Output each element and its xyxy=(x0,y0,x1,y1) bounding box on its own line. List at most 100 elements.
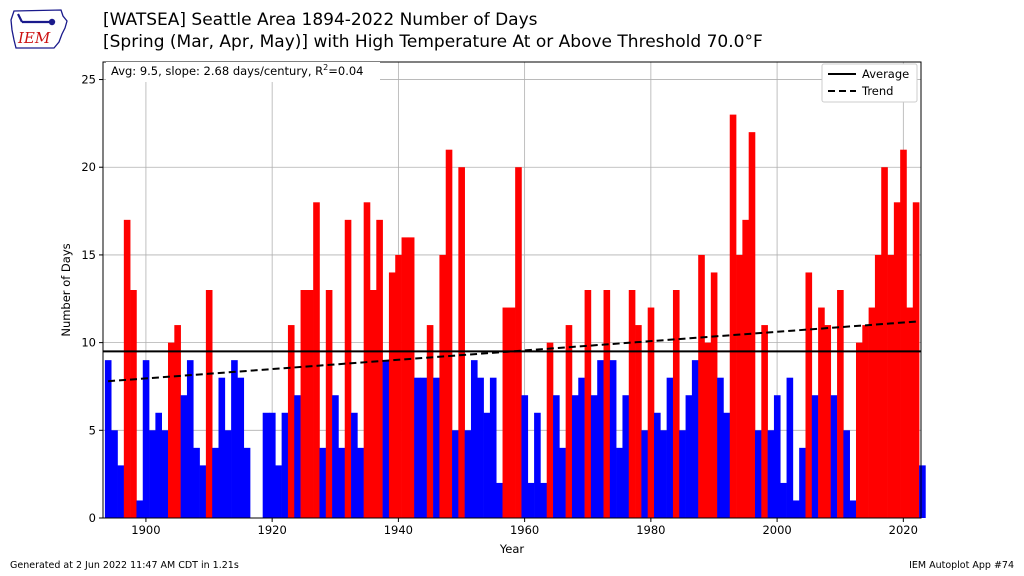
y-tick-label-10: 10 xyxy=(81,336,96,350)
bar-2009 xyxy=(831,395,838,518)
bar-1986 xyxy=(686,395,693,518)
bar-1904 xyxy=(168,343,175,518)
bars xyxy=(105,115,926,518)
bar-1981 xyxy=(654,413,661,518)
bar-1992 xyxy=(723,413,730,518)
bar-1963 xyxy=(540,483,547,518)
bar-1997 xyxy=(755,430,762,518)
bar-2015 xyxy=(869,308,876,518)
bar-1911 xyxy=(212,448,219,518)
bar-2012 xyxy=(850,500,857,518)
bar-1971 xyxy=(591,395,598,518)
bar-1921 xyxy=(275,465,282,518)
bar-1966 xyxy=(559,448,566,518)
bar-2000 xyxy=(774,395,781,518)
bar-2023 xyxy=(919,465,926,518)
bar-1984 xyxy=(673,290,680,518)
bar-1940 xyxy=(395,255,402,518)
bar-1900 xyxy=(143,360,150,518)
bar-1982 xyxy=(660,430,667,518)
bar-1914 xyxy=(231,360,238,518)
bar-1949 xyxy=(452,430,459,518)
bar-1929 xyxy=(326,290,333,518)
bar-1923 xyxy=(288,325,295,518)
bar-1916 xyxy=(244,448,251,518)
bar-1941 xyxy=(402,237,409,518)
bar-1993 xyxy=(730,115,737,518)
bar-2018 xyxy=(888,255,895,518)
bar-1994 xyxy=(736,255,743,518)
bar-1937 xyxy=(376,220,383,518)
bar-1896 xyxy=(118,465,125,518)
bar-1972 xyxy=(597,360,604,518)
bar-1915 xyxy=(237,378,244,518)
bar-1925 xyxy=(301,290,308,518)
bar-1901 xyxy=(149,430,156,518)
bar-1960 xyxy=(521,395,528,518)
bar-1948 xyxy=(446,150,453,518)
bar-1909 xyxy=(200,465,207,518)
y-tick-label-15: 15 xyxy=(81,248,96,262)
bar-1975 xyxy=(616,448,623,518)
bar-1947 xyxy=(439,255,446,518)
bar-1928 xyxy=(319,448,326,518)
bar-1895 xyxy=(111,430,118,518)
footer-app: IEM Autoplot App #74 xyxy=(909,560,1014,571)
legend-trend-label: Trend xyxy=(861,84,893,98)
x-tick-label-1980: 1980 xyxy=(636,523,665,537)
bar-1988 xyxy=(698,255,705,518)
bar-1907 xyxy=(187,360,194,518)
bar-1964 xyxy=(547,343,554,518)
bar-1898 xyxy=(130,290,137,518)
bar-2006 xyxy=(812,395,819,518)
bar-2022 xyxy=(913,202,920,518)
bar-1936 xyxy=(370,290,377,518)
bar-1978 xyxy=(635,325,642,518)
bar-1987 xyxy=(692,360,699,518)
bar-2002 xyxy=(787,378,794,518)
bar-1910 xyxy=(206,290,213,518)
bar-1934 xyxy=(357,448,364,518)
bar-2017 xyxy=(881,167,888,518)
bar-2001 xyxy=(780,483,787,518)
bar-1985 xyxy=(679,430,686,518)
bar-1930 xyxy=(332,395,339,518)
bar-1908 xyxy=(193,448,200,518)
footer-generated: Generated at 2 Jun 2022 11:47 AM CDT in … xyxy=(10,560,239,571)
y-tick-label-20: 20 xyxy=(81,160,96,174)
bar-1932 xyxy=(345,220,352,518)
bar-1933 xyxy=(351,413,358,518)
bar-2003 xyxy=(793,500,800,518)
bar-2007 xyxy=(818,308,825,518)
bar-1956 xyxy=(496,483,503,518)
x-tick-label-1920: 1920 xyxy=(258,523,287,537)
x-tick-label-2000: 2000 xyxy=(762,523,791,537)
bar-1999 xyxy=(768,430,775,518)
y-tick-label-5: 5 xyxy=(89,423,96,437)
bar-1931 xyxy=(338,448,345,518)
chart-area: 1900 1920 1940 1960 1980 2000 20200510152025 A… xyxy=(0,0,1024,576)
bar-1922 xyxy=(282,413,289,518)
bar-1905 xyxy=(174,325,181,518)
bar-1924 xyxy=(294,395,301,518)
x-tick-label-1900: 1900 xyxy=(131,523,160,537)
bar-1897 xyxy=(124,220,131,518)
bar-1968 xyxy=(572,395,579,518)
bar-2016 xyxy=(875,255,882,518)
bar-2008 xyxy=(824,325,831,518)
bar-1998 xyxy=(761,325,768,518)
bar-2020 xyxy=(900,150,907,518)
bar-1939 xyxy=(389,272,396,518)
bar-1977 xyxy=(629,290,636,518)
bar-1906 xyxy=(181,395,188,518)
bar-2011 xyxy=(843,430,850,518)
bar-1983 xyxy=(667,378,674,518)
bar-1967 xyxy=(566,325,573,518)
bar-1958 xyxy=(509,308,516,518)
bar-1973 xyxy=(604,290,611,518)
bar-1955 xyxy=(490,378,497,518)
bar-1961 xyxy=(528,483,535,518)
bar-1970 xyxy=(585,290,592,518)
bar-1903 xyxy=(162,430,169,518)
bar-2005 xyxy=(805,272,812,518)
